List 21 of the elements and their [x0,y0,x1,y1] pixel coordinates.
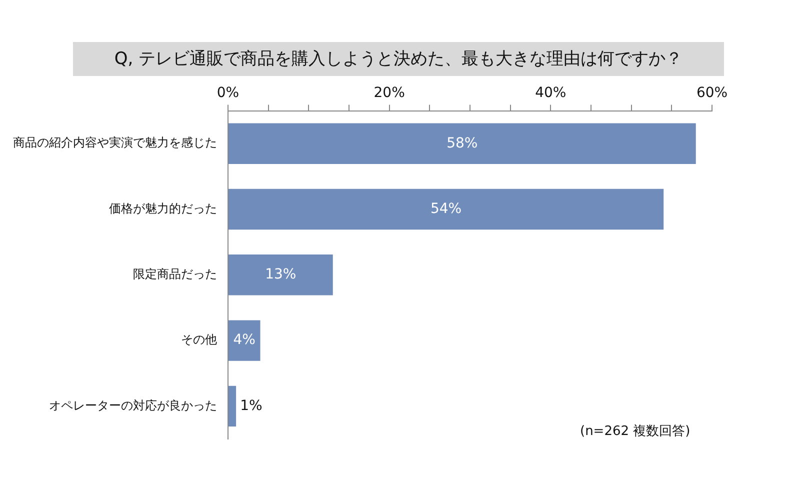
data-label: 58% [446,135,478,152]
y-tick-label: オペレーターの対応が良かった [49,398,217,412]
y-tick-label: その他 [181,332,217,347]
bar [228,386,236,427]
x-tick-label: 40% [535,85,566,102]
x-tick-label: 20% [374,85,405,102]
x-tick-label: 60% [696,85,728,102]
annotation: (n=262 複数回答) [580,423,690,440]
data-label: 13% [265,266,296,283]
y-tick-label: 商品の紹介内容や実演で魅力を感じた [13,136,217,150]
data-label: 1% [240,398,262,414]
data-label: 4% [233,332,256,348]
data-label: 54% [430,200,462,217]
x-tick-label: 0% [216,85,240,102]
y-tick-label: 価格が魅力的だった [109,201,217,216]
bar [228,320,260,361]
bar [228,123,696,164]
y-tick-label: 限定商品だった [133,267,217,282]
bar [228,188,664,230]
bar [228,254,333,296]
chart-title: Q, テレビ通販で商品を購入しようと決めた、最も大きな理由は何ですか？ [73,42,724,76]
